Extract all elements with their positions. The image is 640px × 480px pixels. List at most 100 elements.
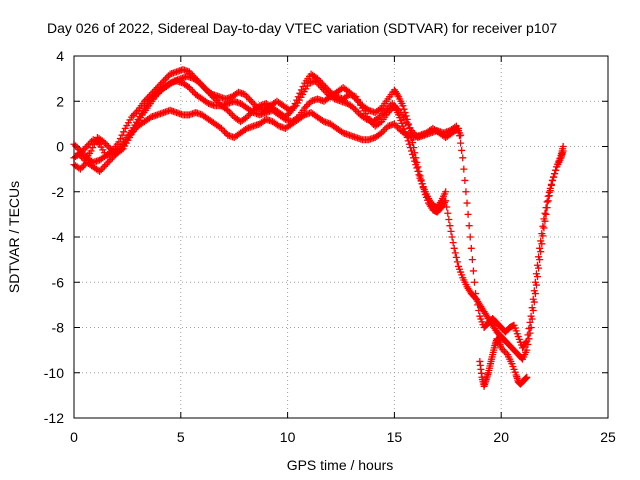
data-point-interp (120, 128, 128, 136)
data-point-interp (539, 232, 547, 240)
data-point-interp (302, 102, 310, 110)
data-point-interp (105, 157, 113, 165)
x-tick-label: 15 (387, 429, 403, 445)
data-point (536, 244, 544, 252)
data-point-interp (414, 163, 422, 171)
y-tick-label: -10 (44, 365, 64, 381)
data-point-interp (249, 99, 257, 107)
data-point-interp (541, 209, 549, 217)
data-point-interp (551, 170, 559, 178)
data-point-interp (464, 210, 472, 218)
grid-lines (74, 56, 608, 418)
data-point-interp (103, 141, 111, 149)
data-point-interp (451, 249, 459, 257)
data-point-interp (227, 110, 235, 118)
data-point-interp (500, 347, 508, 355)
data-point (247, 97, 255, 105)
data-point (416, 172, 424, 180)
data-point-interp (349, 92, 357, 100)
data-point (83, 143, 91, 150)
data-point-interp (161, 75, 169, 83)
data-point-interp (381, 126, 389, 134)
data-point-interp (97, 166, 105, 174)
data-point (544, 197, 552, 205)
data-point-interp (104, 159, 112, 167)
data-point-interp (419, 184, 427, 192)
y-tick-labels: -12 -10 -8 -6 -4 -2 0 2 4 (44, 48, 64, 426)
data-point (407, 133, 415, 141)
data-point-interp (534, 273, 542, 281)
data-point-interp (221, 128, 229, 136)
y-axis-label: SDTVAR / TECUs (6, 181, 22, 293)
data-point-interp (465, 222, 473, 230)
data-point-interp (443, 203, 451, 211)
data-point-interp (304, 101, 312, 109)
y-tick-label: -8 (52, 320, 65, 336)
data-point (559, 147, 567, 155)
data-point-interp (415, 167, 423, 175)
data-point-interp (525, 335, 533, 343)
data-point-interp (460, 165, 468, 173)
data-point-interp (163, 73, 171, 81)
data-point-interp (353, 107, 361, 115)
data-point-interp (417, 176, 425, 184)
data-point (390, 120, 398, 128)
x-tick-label: 20 (493, 429, 509, 445)
y-tick-label: -4 (52, 229, 65, 245)
data-point-interp (246, 96, 254, 104)
data-point-interp (444, 209, 452, 217)
x-axis-label: GPS time / hours (287, 457, 394, 473)
data-point-interp (532, 281, 540, 289)
data-point-interp (550, 173, 558, 181)
data-point-interp (530, 298, 538, 306)
data-point (450, 244, 458, 252)
data-point-interp (458, 146, 466, 154)
data-point (446, 222, 454, 230)
data-point (102, 161, 110, 169)
data-point-interp (545, 192, 553, 200)
data-point-interp (542, 210, 550, 218)
data-point-interp (445, 215, 453, 223)
y-tick-label: 4 (56, 48, 64, 64)
data-point-interp (409, 139, 417, 147)
data-point-interp (457, 139, 465, 147)
data-point (412, 154, 420, 162)
x-tick-label: 25 (600, 429, 616, 445)
data-point-interp (413, 158, 421, 166)
data-point-interp (89, 144, 97, 152)
data-point (497, 344, 505, 352)
data-point-interp (526, 329, 534, 337)
data-point-interp (410, 144, 418, 152)
data-point (536, 256, 544, 264)
data-point (467, 244, 475, 252)
data-point-interp (72, 142, 80, 150)
data-point (442, 197, 450, 205)
data-point-interp (552, 166, 560, 174)
y-tick-label: -2 (52, 184, 65, 200)
y-tick-label: 2 (56, 93, 64, 109)
data-point-interp (118, 146, 126, 154)
data-point (399, 102, 407, 110)
data-point-interp (461, 176, 469, 184)
data-point-interp (116, 135, 124, 143)
data-point-interp (449, 239, 457, 247)
data-point (87, 147, 95, 155)
data-point (241, 90, 249, 98)
data-point (457, 131, 465, 139)
data-point-interp (129, 111, 137, 119)
data-point-interp (90, 140, 98, 148)
data-point-interp (528, 315, 536, 323)
data-point (531, 290, 539, 298)
data-point-interp (538, 240, 546, 248)
data-point-interp (73, 144, 81, 152)
data-point-interp (543, 204, 551, 212)
data-point-interp (547, 182, 555, 190)
data-point (527, 324, 535, 331)
data-point (442, 188, 450, 196)
data-point-interp (100, 162, 108, 170)
data-point-interp (376, 105, 384, 113)
data-point (523, 346, 531, 354)
data-point-interp (244, 94, 252, 102)
x-tick-label: 10 (280, 429, 296, 445)
